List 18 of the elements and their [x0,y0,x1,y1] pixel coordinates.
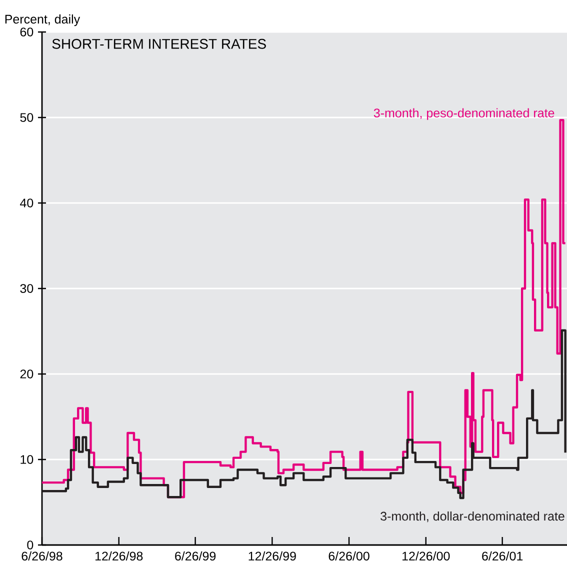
x-tick-label: 12/26/00 [402,551,450,561]
chart-title: SHORT-TERM INTEREST RATES [52,38,266,49]
series-label: 3-month, dollar-denominated rate [380,511,564,522]
y-tick-label: 40 [20,198,34,208]
x-tick-label: 6/26/01 [482,551,523,561]
series-label: 3-month, peso-denominated rate [374,108,554,120]
y-tick-label: 50 [20,113,34,122]
x-tick-label: 6/26/00 [328,551,370,561]
x-tick-label: 12/26/99 [248,551,296,561]
x-tick-label: 12/26/98 [95,551,143,561]
y-tick-label: 60 [20,28,34,36]
y-tick-label: 20 [20,370,34,378]
x-tick-label: 6/26/99 [175,551,216,561]
y-tick-label: 30 [20,284,34,293]
y-tick-label: 10 [20,455,34,464]
y-tick-label: 0 [27,540,34,550]
x-tick-label: 6/26/98 [22,551,62,561]
y-axis-title: Percent, daily [5,14,80,26]
